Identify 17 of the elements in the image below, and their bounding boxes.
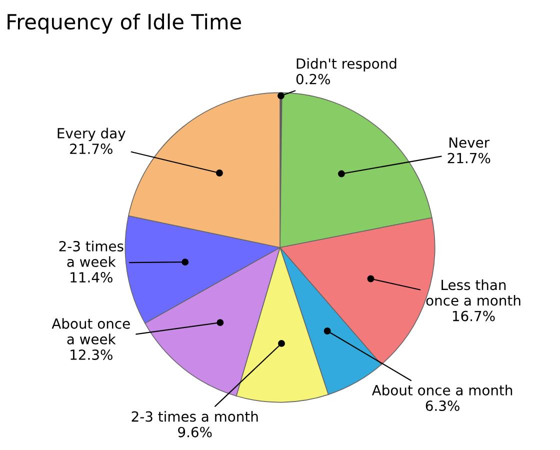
slice-label: Didn't respond bbox=[296, 58, 396, 72]
data-label: 6.3% bbox=[426, 400, 460, 412]
slice-label: 2-3 times a month bbox=[132, 411, 258, 422]
data-label: 9.6% bbox=[178, 426, 212, 438]
slice-label: 2-3 times a week bbox=[59, 240, 124, 268]
slice-label: Less than once a month bbox=[426, 279, 520, 306]
data-label: 21.7% bbox=[448, 152, 490, 164]
data-label: 0.2% bbox=[296, 74, 330, 84]
slice-label: About once a month bbox=[372, 384, 512, 396]
data-label: 12.3% bbox=[70, 349, 112, 360]
data-label: 11.4% bbox=[70, 272, 112, 283]
slice-label: About once a week bbox=[52, 318, 130, 344]
data-label: 16.7% bbox=[452, 310, 495, 322]
data-label: 21.7% bbox=[70, 144, 112, 154]
chart-title: Frequency of Idle Time bbox=[8, 14, 242, 34]
slice-label: Never bbox=[450, 137, 490, 148]
slice-label: Every day bbox=[58, 128, 126, 142]
